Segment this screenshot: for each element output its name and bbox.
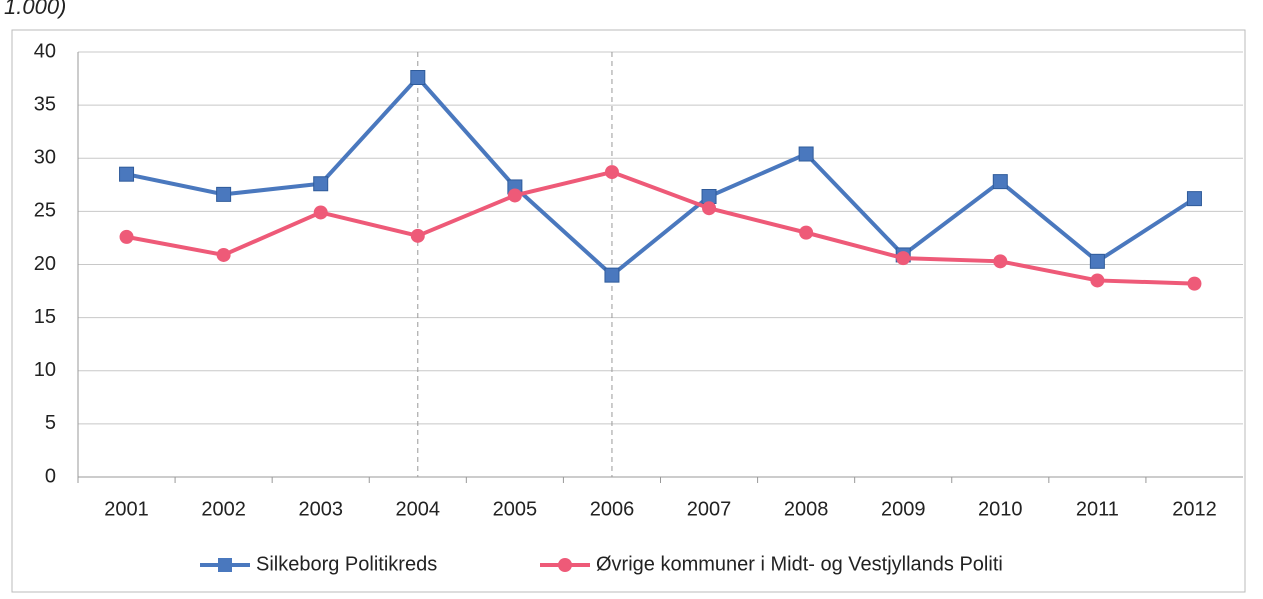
- series-line: [126, 169, 1195, 286]
- x-tick-label: 2011: [1076, 498, 1119, 520]
- marker: [702, 201, 717, 216]
- legend-marker: [558, 558, 572, 572]
- marker: [119, 166, 135, 182]
- series-line: [126, 74, 1196, 278]
- marker: [410, 70, 426, 85]
- marker: [1089, 253, 1105, 269]
- x-tick-label: 2006: [590, 498, 635, 520]
- marker: [119, 229, 134, 244]
- y-tick-label: 10: [34, 359, 56, 381]
- marker: [993, 254, 1008, 269]
- chart-frame: [11, 29, 1246, 593]
- marker: [216, 247, 231, 262]
- y-tick-label: 5: [45, 412, 56, 434]
- y-tick-label: 15: [34, 306, 56, 328]
- marker: [313, 205, 328, 220]
- marker: [313, 176, 329, 192]
- x-tick-label: 2008: [784, 498, 829, 520]
- x-tick-label: 2007: [687, 498, 732, 520]
- legend-label: Øvrige kommuner i Midt- og Vestjyllands …: [596, 553, 1003, 575]
- marker: [896, 251, 911, 266]
- x-tick-label: 2010: [978, 498, 1023, 520]
- x-tick-label: 2002: [201, 498, 246, 520]
- marker: [799, 225, 814, 240]
- marker: [1187, 276, 1202, 291]
- top-text: 1.000): [4, 0, 66, 19]
- y-tick-label: 40: [34, 40, 56, 62]
- y-tick-label: 0: [45, 465, 56, 487]
- y-tick-label: 35: [34, 93, 56, 115]
- y-tick-label: 25: [34, 200, 56, 222]
- legend-marker: [218, 558, 232, 572]
- marker: [604, 165, 619, 180]
- legend-label: Silkeborg Politikreds: [256, 553, 437, 575]
- x-tick-label: 2005: [493, 498, 538, 520]
- x-tick-label: 2001: [104, 498, 149, 520]
- marker: [604, 267, 620, 283]
- marker: [410, 228, 425, 243]
- x-tick-label: 2003: [298, 498, 343, 520]
- marker: [1186, 191, 1202, 207]
- marker: [798, 146, 814, 162]
- marker: [216, 186, 232, 202]
- marker: [507, 188, 522, 203]
- x-tick-label: 2009: [881, 498, 926, 520]
- y-tick-label: 30: [34, 147, 56, 169]
- x-tick-label: 2012: [1172, 498, 1217, 520]
- y-tick-label: 20: [34, 253, 56, 275]
- marker: [1090, 273, 1105, 288]
- marker: [992, 174, 1008, 190]
- x-tick-label: 2004: [396, 498, 441, 520]
